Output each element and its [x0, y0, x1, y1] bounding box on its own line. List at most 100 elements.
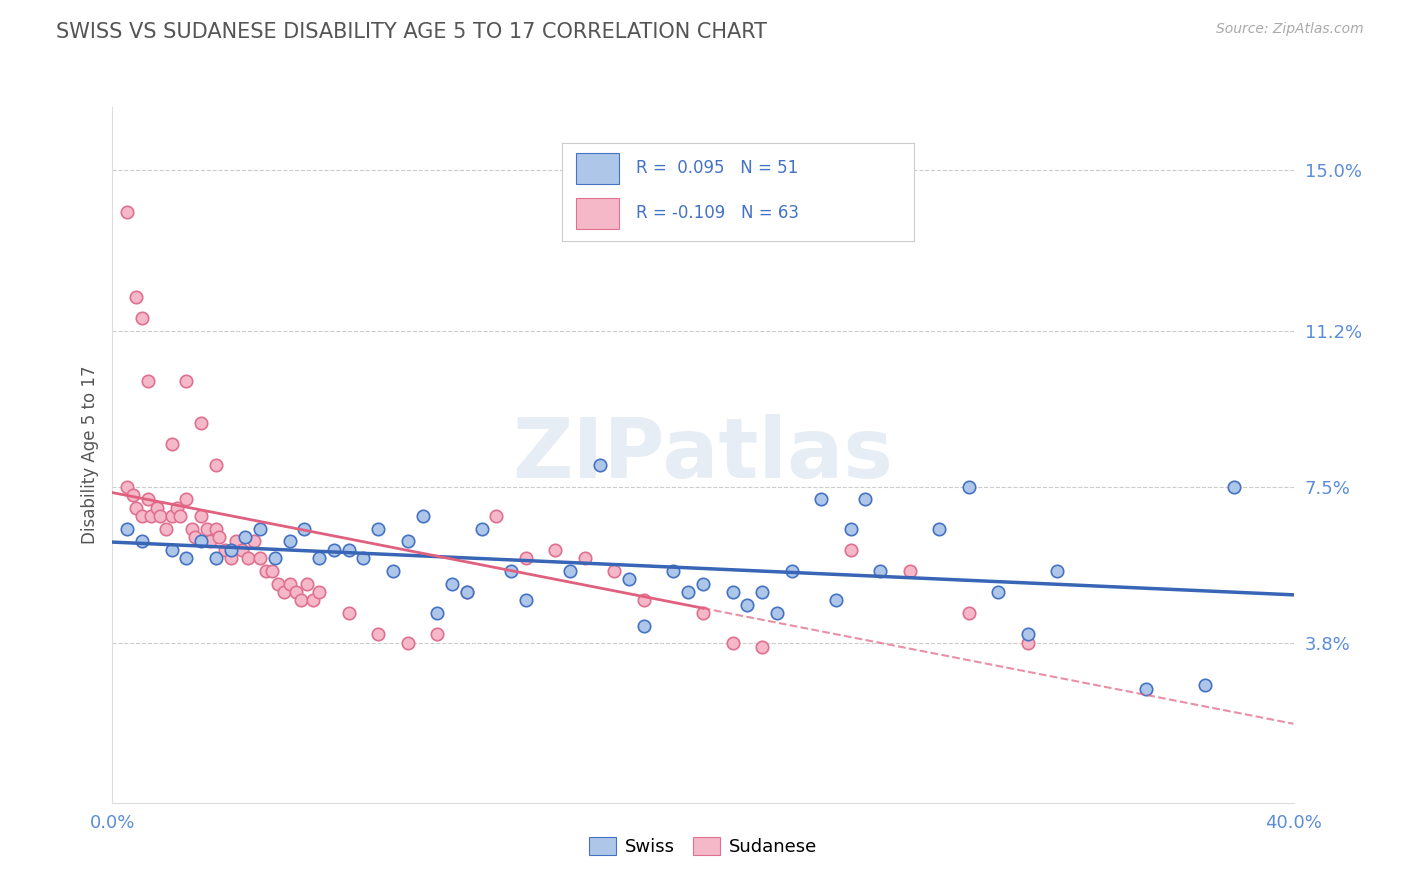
- Point: [737, 598, 759, 612]
- Point: [544, 542, 567, 557]
- Point: [501, 564, 523, 578]
- Point: [174, 551, 197, 566]
- Point: [721, 635, 744, 649]
- Point: [243, 534, 266, 549]
- Point: [125, 500, 148, 515]
- Point: [751, 640, 773, 654]
- Legend: Swiss, Sudanese: Swiss, Sudanese: [582, 830, 824, 863]
- Point: [824, 593, 846, 607]
- Point: [766, 606, 789, 620]
- Point: [692, 576, 714, 591]
- Point: [214, 542, 236, 557]
- Point: [249, 522, 271, 536]
- Point: [588, 458, 610, 473]
- Point: [219, 551, 242, 566]
- Point: [292, 522, 315, 536]
- Point: [267, 576, 290, 591]
- Point: [195, 522, 218, 536]
- Point: [898, 564, 921, 578]
- Point: [160, 437, 183, 451]
- Point: [190, 509, 212, 524]
- Point: [231, 542, 253, 557]
- Point: [678, 585, 700, 599]
- Point: [174, 374, 197, 388]
- Point: [278, 576, 301, 591]
- Point: [249, 551, 271, 566]
- Point: [426, 627, 449, 641]
- Point: [839, 522, 862, 536]
- Point: [260, 564, 283, 578]
- Point: [721, 585, 744, 599]
- Point: [839, 542, 862, 557]
- Point: [198, 534, 221, 549]
- Point: [131, 310, 153, 325]
- Point: [290, 593, 312, 607]
- Point: [302, 593, 325, 607]
- Point: [184, 530, 207, 544]
- Point: [382, 564, 405, 578]
- Point: [1223, 479, 1246, 493]
- Point: [273, 585, 295, 599]
- Point: [190, 417, 212, 431]
- Point: [205, 551, 228, 566]
- Point: [308, 551, 330, 566]
- Point: [181, 522, 204, 536]
- Point: [146, 500, 169, 515]
- FancyBboxPatch shape: [576, 198, 619, 229]
- Point: [411, 509, 433, 524]
- Point: [426, 606, 449, 620]
- Point: [558, 564, 582, 578]
- Text: ZIPatlas: ZIPatlas: [513, 415, 893, 495]
- Point: [136, 492, 159, 507]
- Point: [515, 551, 537, 566]
- Point: [633, 618, 655, 632]
- Point: [1135, 681, 1157, 696]
- Point: [367, 627, 389, 641]
- Point: [1017, 627, 1039, 641]
- Point: [515, 593, 537, 607]
- Point: [396, 635, 419, 649]
- Point: [957, 606, 980, 620]
- Point: [155, 522, 177, 536]
- Point: [131, 534, 153, 549]
- Point: [751, 585, 773, 599]
- Point: [928, 522, 950, 536]
- Point: [117, 205, 138, 219]
- Point: [662, 564, 685, 578]
- Point: [869, 564, 891, 578]
- Point: [297, 576, 319, 591]
- Point: [337, 542, 360, 557]
- Text: R =  0.095   N = 51: R = 0.095 N = 51: [636, 160, 799, 178]
- Text: R = -0.109   N = 63: R = -0.109 N = 63: [636, 204, 799, 222]
- Point: [957, 479, 980, 493]
- Point: [1194, 678, 1216, 692]
- Point: [1046, 564, 1069, 578]
- Point: [633, 593, 655, 607]
- Point: [367, 522, 389, 536]
- Point: [308, 585, 330, 599]
- Point: [337, 606, 360, 620]
- Point: [456, 585, 478, 599]
- Point: [117, 479, 138, 493]
- Point: [396, 534, 419, 549]
- Point: [441, 576, 464, 591]
- Point: [264, 551, 287, 566]
- Point: [810, 492, 832, 507]
- Point: [205, 522, 228, 536]
- Point: [208, 530, 231, 544]
- Point: [278, 534, 301, 549]
- Point: [131, 509, 153, 524]
- Point: [1017, 635, 1039, 649]
- Point: [122, 488, 145, 502]
- Point: [352, 551, 374, 566]
- Point: [692, 606, 714, 620]
- Point: [166, 500, 188, 515]
- Point: [125, 290, 148, 304]
- Point: [780, 564, 803, 578]
- Point: [225, 534, 247, 549]
- Point: [233, 530, 256, 544]
- Y-axis label: Disability Age 5 to 17: Disability Age 5 to 17: [80, 366, 98, 544]
- Point: [160, 542, 183, 557]
- Point: [169, 509, 191, 524]
- Point: [136, 374, 159, 388]
